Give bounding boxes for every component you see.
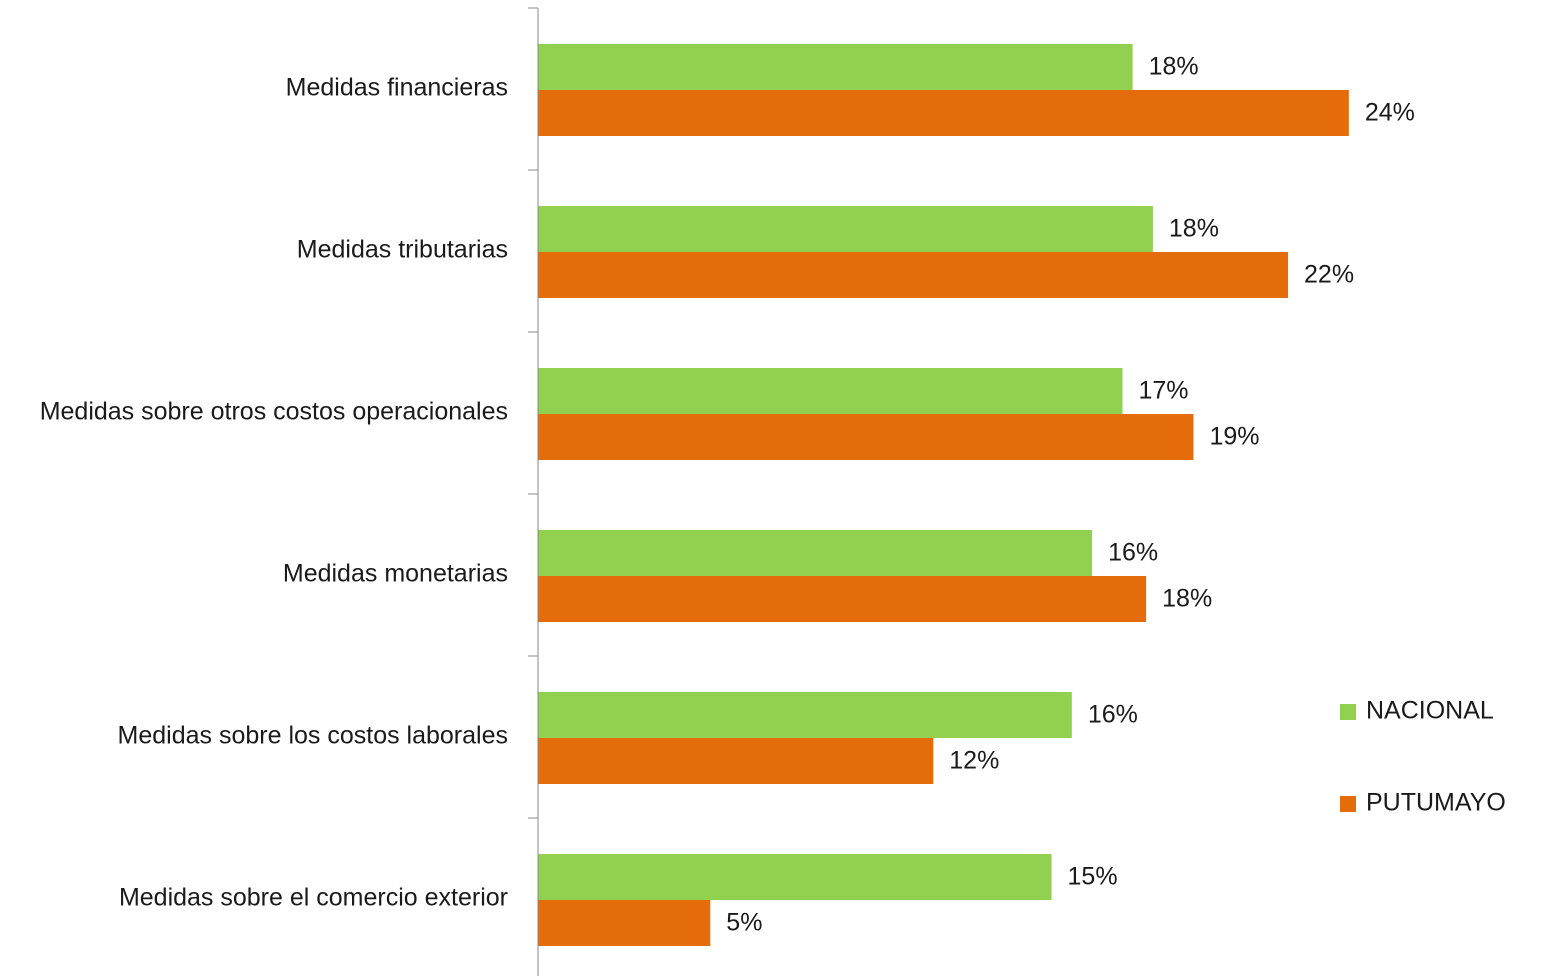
y-tick-label: Medidas sobre otros costos operacionales xyxy=(40,398,508,426)
bar xyxy=(538,692,1072,738)
data-label: 16% xyxy=(1108,539,1158,567)
data-label: 17% xyxy=(1138,377,1188,405)
data-label: 15% xyxy=(1068,863,1118,891)
data-label: 18% xyxy=(1169,215,1219,243)
legend-swatch xyxy=(1340,704,1356,720)
bar xyxy=(538,530,1093,576)
y-tick-label: Medidas sobre el comercio exterior xyxy=(119,884,508,912)
bar xyxy=(538,44,1133,90)
bar xyxy=(538,576,1147,622)
bar xyxy=(538,206,1153,252)
legend-label: NACIONAL xyxy=(1366,697,1494,725)
data-label: 22% xyxy=(1304,261,1354,289)
bar xyxy=(538,414,1194,460)
data-label: 12% xyxy=(949,747,999,775)
bar xyxy=(538,738,934,784)
data-label: 18% xyxy=(1162,585,1212,613)
bar xyxy=(538,900,711,946)
bar xyxy=(538,854,1052,900)
data-label: 5% xyxy=(726,909,762,937)
bar xyxy=(538,368,1123,414)
y-tick-label: Medidas sobre los costos laborales xyxy=(118,722,508,750)
bar xyxy=(538,90,1349,136)
y-tick-label: Medidas monetarias xyxy=(283,560,508,588)
y-tick-label: Medidas financieras xyxy=(286,74,508,102)
data-label: 16% xyxy=(1088,701,1138,729)
data-label: 19% xyxy=(1209,423,1259,451)
legend-label: PUTUMAYO xyxy=(1366,789,1506,817)
data-label: 18% xyxy=(1149,53,1199,81)
bar xyxy=(538,252,1289,298)
data-label: 24% xyxy=(1365,99,1415,127)
legend-swatch xyxy=(1340,796,1356,812)
y-tick-label: Medidas tributarias xyxy=(297,236,508,264)
